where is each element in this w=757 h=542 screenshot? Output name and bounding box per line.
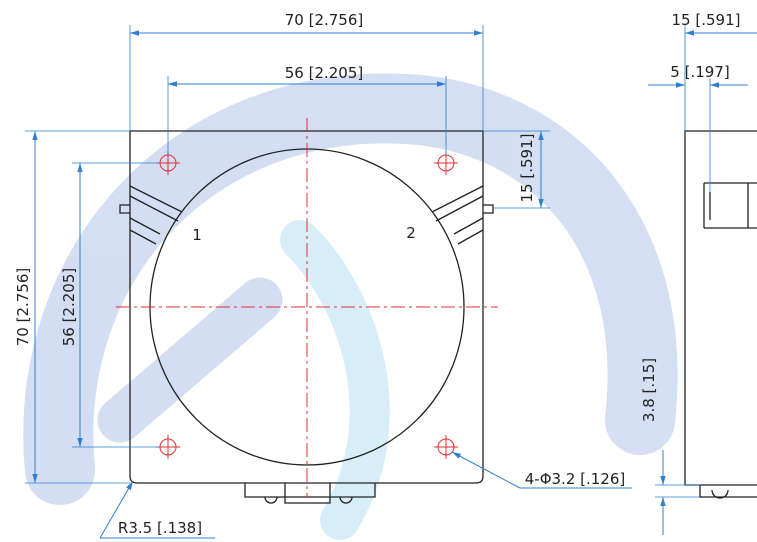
port-label: 1 — [192, 226, 202, 244]
dimension-label: 3.8 [.15] — [640, 358, 658, 422]
port-label: 2 — [406, 224, 416, 242]
dimension-label: 56 [2.205] — [60, 268, 78, 347]
watermark — [23, 73, 678, 540]
dimensions: 70 [2.756] 56 [2.205] 70 [2.756] 56 [2.2… — [14, 11, 757, 539]
dimension-label: 5 [.197] — [670, 63, 729, 81]
dimension-label: 70 [2.756] — [285, 11, 364, 29]
dimension-label: 4-Φ3.2 [.126] — [525, 470, 626, 488]
side-view — [684, 130, 757, 499]
dimension-label: 15 [.591] — [518, 134, 536, 203]
dimension-label: 70 [2.756] — [14, 268, 32, 347]
dimension-label: R3.5 [.138] — [118, 519, 202, 537]
dimension-label: 56 [2.205] — [285, 64, 364, 82]
dimension-label: 15 [.591] — [672, 11, 741, 29]
